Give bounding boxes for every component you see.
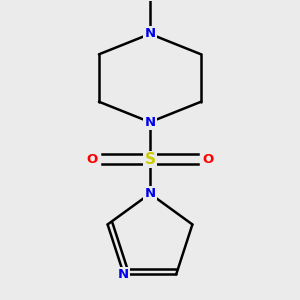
Text: N: N [144, 27, 156, 40]
Text: N: N [118, 268, 129, 281]
Text: O: O [202, 153, 213, 166]
Text: N: N [144, 187, 156, 200]
Text: N: N [144, 116, 156, 129]
Text: O: O [87, 153, 98, 166]
Text: S: S [145, 152, 155, 167]
